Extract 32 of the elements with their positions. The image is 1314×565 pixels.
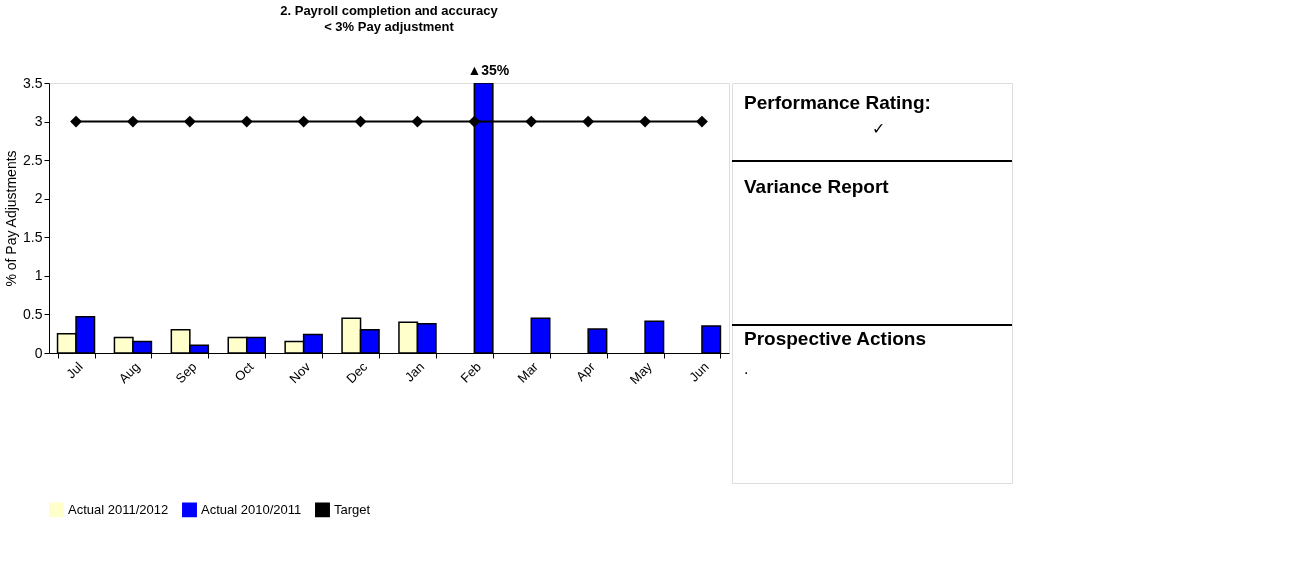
y-tick-label: 3	[34, 113, 43, 130]
y-tick-label: 2.5	[23, 151, 43, 168]
x-tick-label: Jul	[63, 359, 86, 382]
y-tick-label: 0.5	[23, 305, 43, 322]
y-tick-label: 1	[34, 267, 43, 284]
text: Prospective Actions	[744, 328, 926, 349]
text: ✓	[872, 120, 885, 137]
x-tick-label: Jun	[686, 359, 712, 385]
x-tick-label: Apr	[572, 358, 599, 384]
x-tick-label: Aug	[115, 359, 143, 387]
legend-label: Actual 2010/2011	[201, 501, 302, 517]
legend-label: Target	[334, 501, 371, 517]
x-tick-label: Dec	[343, 358, 371, 387]
x-tick-label: Jan	[401, 359, 428, 385]
y-axis-title: % of Pay Adjustments	[3, 150, 20, 287]
chart-title: 2. Payroll completion and accuracy	[280, 3, 499, 18]
text: .	[744, 360, 749, 377]
x-tick-label: Mar	[514, 358, 542, 386]
x-tick-label: May	[626, 358, 656, 388]
text: Performance Rating:	[744, 92, 931, 113]
y-tick-label: 0	[34, 344, 43, 361]
x-tick-label: Feb	[457, 359, 485, 386]
x-tick-label: Oct	[231, 358, 257, 384]
y-tick-label: 3.5	[23, 74, 43, 91]
annotation: ▲35%	[467, 62, 510, 78]
y-tick-label: 2	[34, 190, 43, 207]
y-tick-label: 1.5	[23, 228, 43, 245]
text: Variance Report	[744, 176, 890, 197]
chart-subtitle: < 3% Pay adjustment	[324, 19, 455, 34]
legend-label: Actual 2011/2012	[68, 501, 169, 517]
x-tick-label: Sep	[172, 359, 200, 387]
x-tick-label: Nov	[286, 358, 314, 387]
